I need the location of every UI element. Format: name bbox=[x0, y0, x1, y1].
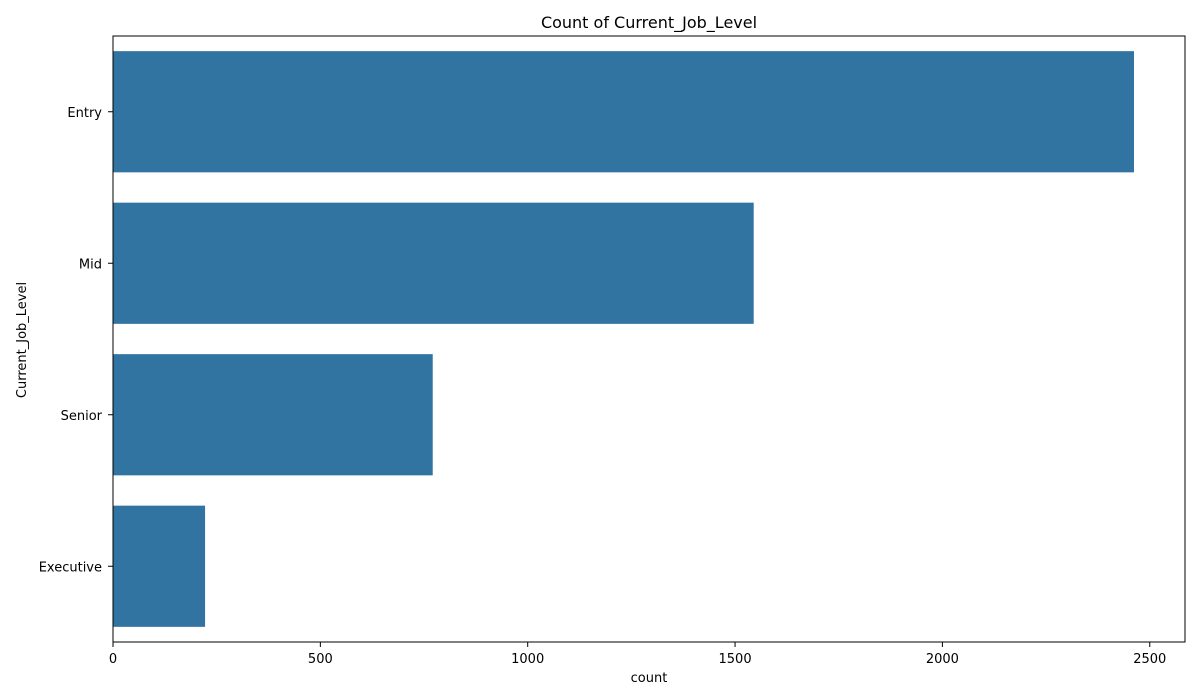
axes-layer: Entry Mid Senior Executive 0 500 1000 1500 2000 2… bbox=[39, 35, 1186, 667]
y-tick-label: Senior bbox=[61, 409, 103, 424]
y-tick-label: Entry bbox=[67, 106, 102, 121]
x-tick-label: 0 bbox=[109, 652, 117, 667]
bar-executive bbox=[113, 505, 206, 627]
bars-layer bbox=[113, 51, 1134, 627]
x-tick-label: 1000 bbox=[511, 652, 544, 667]
bar-senior bbox=[113, 354, 433, 476]
chart-title: Count of Current_Job_Level bbox=[541, 13, 757, 33]
bar-entry bbox=[113, 51, 1134, 173]
y-tick-label: Mid bbox=[79, 257, 102, 272]
x-tick-label: 2500 bbox=[1133, 652, 1166, 667]
x-tick-label: 2000 bbox=[926, 652, 959, 667]
x-tick-label: 500 bbox=[308, 652, 333, 667]
y-axis-label: Current_Job_Level bbox=[15, 282, 30, 398]
plot-frame bbox=[112, 35, 1186, 643]
x-tick-label: 1500 bbox=[719, 652, 752, 667]
bar-mid bbox=[113, 202, 754, 324]
x-axis-label: count bbox=[631, 671, 668, 686]
y-tick-label: Executive bbox=[39, 560, 102, 575]
